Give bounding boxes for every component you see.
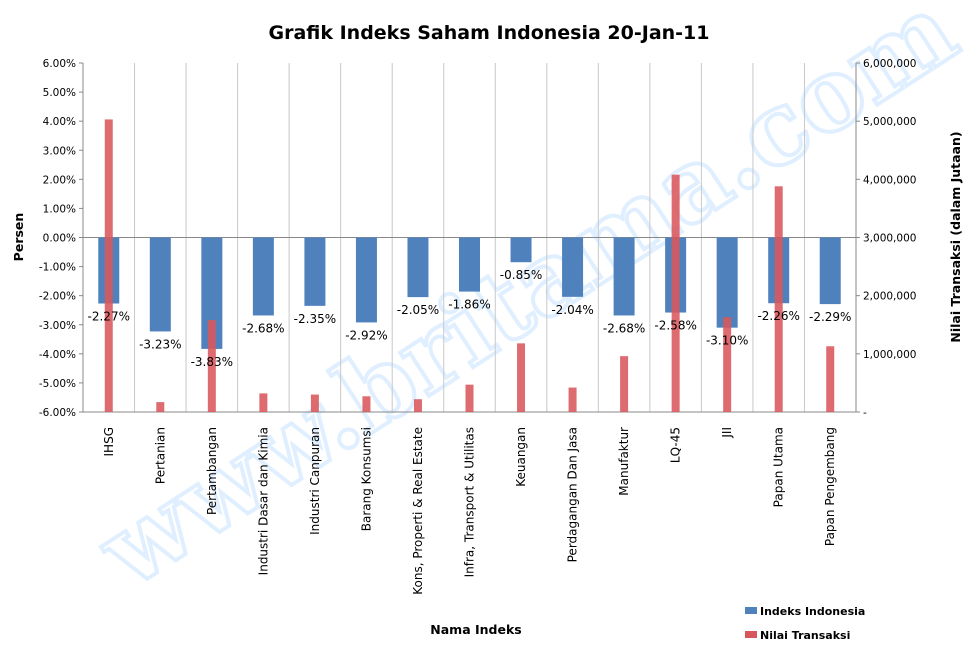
bar-transaksi — [362, 396, 371, 412]
bar-transaksi — [671, 174, 680, 412]
category-label: Industri Dasar dan Kimia — [256, 427, 270, 575]
legend-label-indeks: Indeks Indonesia — [760, 605, 865, 618]
y-tick-label: 0.00% — [43, 233, 76, 245]
y-tick-label: 1.00% — [43, 203, 76, 215]
data-label: -2.68% — [603, 321, 645, 335]
chart-title: Grafik Indeks Saham Indonesia 20-Jan-11 — [268, 22, 709, 44]
y-tick-label: 5.00% — [43, 87, 76, 99]
bar-transaksi — [620, 356, 629, 412]
y-axis-title: Persen — [11, 213, 26, 262]
bar-indeks — [304, 237, 326, 306]
y-tick-label: -5.00% — [39, 378, 76, 390]
bar-indeks — [819, 237, 841, 305]
y-tick-label: -2.00% — [39, 291, 76, 303]
y2-tick-label: 6,000,000 — [863, 58, 916, 70]
bar-indeks — [252, 237, 274, 316]
data-label: -2.04% — [551, 303, 593, 317]
bar-transaksi — [774, 186, 783, 412]
legend-label-transaksi: Nilai Transaksi — [760, 629, 850, 642]
data-label: -3.23% — [139, 337, 181, 351]
y-tick-label: 3.00% — [43, 145, 76, 157]
y-axis-ticks: 6.00% 5.00% 4.00% 3.00% 2.00% 1.00% 0.00% -1.00… — [39, 58, 83, 419]
legend-swatch-transaksi — [745, 631, 757, 638]
bar-transaksi — [156, 402, 165, 412]
data-label: -2.26% — [757, 309, 799, 323]
bar-transaksi — [723, 317, 732, 412]
bar-indeks — [355, 237, 377, 323]
category-label: Barang Konsumsi — [359, 427, 373, 531]
bar-transaksi — [465, 384, 474, 412]
category-label: Infra, Transport & Utilitas — [463, 427, 477, 577]
y-tick-label: 4.00% — [43, 116, 76, 128]
y-tick-label: -6.00% — [39, 407, 76, 419]
data-labels: -2.27% -3.23% -3.83% -2.68% -2.35% -2.92% -2.0… — [88, 268, 852, 369]
category-label: Manufaktur — [617, 427, 631, 496]
bar-transaksi — [259, 393, 268, 412]
data-label: -2.35% — [294, 312, 336, 326]
bar-indeks — [201, 237, 223, 349]
category-labels: IHSG Pertanian Pertambangan Industri Dasar … — [102, 427, 837, 595]
data-label: -3.83% — [191, 355, 233, 369]
y-tick-label: -4.00% — [39, 349, 76, 361]
y-tick-label: -1.00% — [39, 262, 76, 274]
y2-tick-label: 1,000,000 — [863, 349, 916, 361]
data-label: -0.85% — [500, 268, 542, 282]
y2-axis-ticks: 6,000,000 5,000,000 4,000,000 3,000,000 2,00… — [856, 58, 916, 419]
data-label: -2.05% — [397, 303, 439, 317]
category-label: Industri Canpuran — [308, 427, 322, 535]
y-tick-label: 6.00% — [43, 58, 76, 70]
bar-indeks — [149, 237, 171, 332]
category-label: JII — [720, 427, 734, 439]
category-label: Pertanian — [153, 427, 167, 484]
category-label: Kons, Properti & Real Estate — [411, 427, 425, 595]
y2-tick-label: 5,000,000 — [863, 116, 916, 128]
y-tick-label: -3.00% — [39, 320, 76, 332]
data-label: -2.92% — [345, 328, 387, 342]
category-label: Keuangan — [514, 427, 528, 487]
data-label: -2.27% — [88, 310, 130, 324]
data-label: -2.29% — [809, 310, 851, 324]
bar-indeks — [613, 237, 635, 316]
y2-tick-label: 3,000,000 — [863, 233, 916, 245]
legend-swatch-indeks — [745, 607, 757, 614]
category-label: IHSG — [102, 427, 116, 456]
x-axis-title: Nama Indeks — [430, 622, 521, 637]
bar-indeks — [510, 237, 532, 263]
bar-transaksi — [568, 387, 577, 412]
category-label: Papan Utama — [772, 427, 786, 507]
bar-indeks — [716, 237, 738, 328]
bar-transaksi — [826, 346, 835, 412]
data-label: -2.58% — [654, 319, 696, 333]
category-label: Papan Pengembang — [823, 427, 837, 546]
bar-transaksi — [207, 320, 216, 412]
series-transaksi — [104, 119, 835, 413]
bar-transaksi — [310, 394, 319, 412]
y2-tick-label: 4,000,000 — [863, 174, 916, 186]
y2-tick-label: - — [863, 407, 867, 419]
legend: Indeks Indonesia Nilai Transaksi — [745, 605, 865, 642]
bar-indeks — [562, 237, 584, 297]
data-label: -1.86% — [448, 298, 490, 312]
category-label: Perdagangan Dan Jasa — [566, 427, 580, 562]
category-label: Pertambangan — [205, 427, 219, 515]
data-label: -2.68% — [242, 321, 284, 335]
bar-transaksi — [104, 119, 113, 413]
y2-axis-title: Nilai Transaksi (dalam Jutaan) — [948, 131, 963, 342]
category-label: LQ-45 — [669, 427, 683, 463]
data-label: -3.10% — [706, 334, 748, 348]
y-tick-label: 2.00% — [43, 174, 76, 186]
bar-indeks — [459, 237, 480, 292]
series-indeks — [98, 237, 841, 349]
bar-indeks — [407, 237, 429, 298]
bar-transaksi — [517, 343, 526, 412]
y2-tick-label: 2,000,000 — [863, 291, 916, 303]
bar-transaksi — [413, 399, 422, 412]
